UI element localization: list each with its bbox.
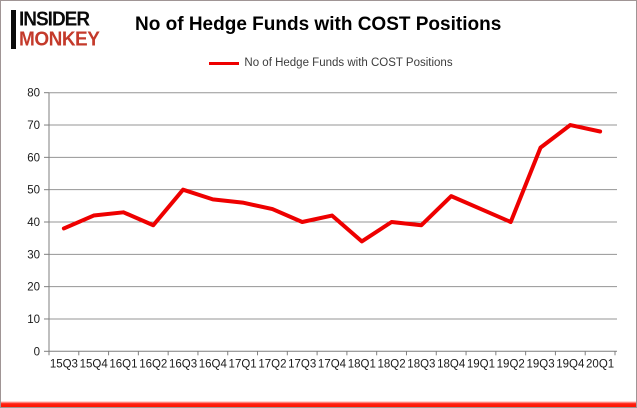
x-tick-label-18Q2: 18Q2 — [378, 358, 406, 370]
x-tick-label-19Q4: 19Q4 — [556, 358, 585, 370]
x-tick-label-17Q1: 17Q1 — [229, 358, 257, 370]
y-tick-label-50: 50 — [27, 185, 40, 197]
legend-line-swatch — [209, 61, 240, 65]
chart-title: No of Hedge Funds with COST Positions — [135, 14, 502, 35]
x-tick-label-15Q4: 15Q4 — [80, 358, 109, 370]
x-tick-label-16Q3: 16Q3 — [169, 358, 197, 370]
x-tick-label-19Q1: 19Q1 — [467, 358, 495, 370]
x-tick-label-16Q1: 16Q1 — [109, 358, 137, 370]
legend-label: No of Hedge Funds with COST Positions — [244, 57, 453, 69]
y-tick-label-30: 30 — [27, 249, 40, 261]
series-line — [61, 123, 603, 244]
y-tick-label-70: 70 — [27, 120, 40, 132]
x-tick-label-19Q2: 19Q2 — [497, 358, 525, 370]
y-tick-label-10: 10 — [27, 314, 40, 326]
x-tick-label-19Q3: 19Q3 — [526, 358, 554, 370]
x-tick-label-17Q2: 17Q2 — [258, 358, 286, 370]
y-tick-label-20: 20 — [27, 282, 40, 294]
x-tick-label-18Q1: 18Q1 — [348, 358, 376, 370]
x-tick-label-17Q4: 17Q4 — [318, 358, 347, 370]
logo-bar-icon — [11, 10, 16, 49]
x-tick-label-16Q4: 16Q4 — [199, 358, 228, 370]
x-tick-label-18Q4: 18Q4 — [437, 358, 466, 370]
logo-text: INSIDER MONKEY — [19, 8, 100, 51]
x-tick-label-17Q3: 17Q3 — [288, 358, 316, 370]
x-tick-label-20Q1: 20Q1 — [586, 358, 614, 370]
logo-word-insider: INSIDER — [19, 8, 90, 31]
insider-monkey-logo: INSIDER MONKEY — [11, 8, 100, 51]
y-tick-label-40: 40 — [27, 217, 40, 229]
x-tick-label-15Q3: 15Q3 — [50, 358, 78, 370]
chart-legend: No of Hedge Funds with COST Positions — [49, 57, 613, 69]
y-tick-label-80: 80 — [27, 88, 40, 100]
y-tick-label-0: 0 — [34, 346, 40, 358]
x-tick-label-18Q3: 18Q3 — [407, 358, 435, 370]
logo-word-monkey: MONKEY — [19, 28, 100, 51]
y-tick-label-60: 60 — [27, 152, 40, 164]
x-tick-label-16Q2: 16Q2 — [139, 358, 167, 370]
